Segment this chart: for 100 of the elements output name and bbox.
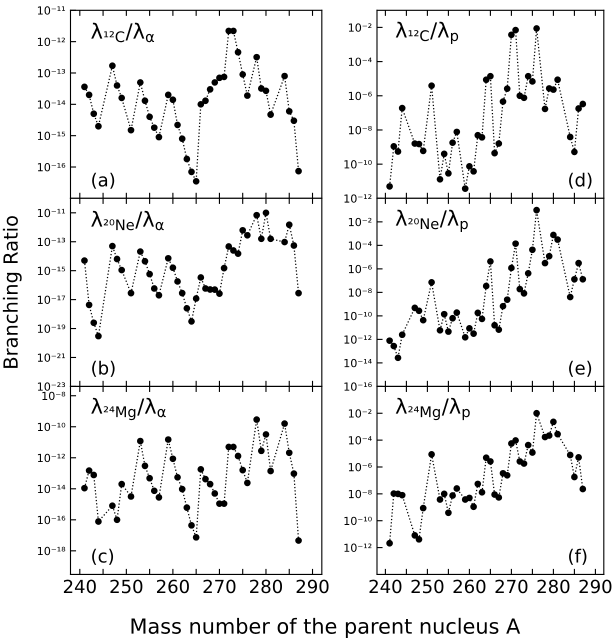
point [453, 128, 460, 136]
x-tick-label: 250 [110, 580, 142, 594]
point [206, 86, 214, 93]
x-tick-label: 280 [250, 580, 282, 594]
point [508, 440, 515, 447]
point [416, 307, 422, 314]
point [281, 420, 288, 427]
point [220, 500, 228, 507]
point [216, 290, 223, 297]
y-tick-label: 10⁻⁸ [348, 126, 372, 134]
point [575, 260, 582, 266]
point [579, 276, 586, 283]
point [197, 274, 204, 281]
point [188, 522, 195, 529]
y-tick-label: 10⁻¹⁸ [38, 546, 66, 556]
point [386, 540, 393, 547]
point [445, 170, 452, 177]
point [192, 178, 200, 185]
y-tick-label: 10⁻⁴ [348, 58, 372, 66]
point [258, 235, 265, 242]
point [174, 122, 181, 128]
text: λ$_{²⁴Mg}$/λ$_{p}$ [396, 398, 470, 420]
point [470, 168, 477, 175]
x-axis-title: Mass number of the parent nucleus A [132, 618, 520, 638]
point [542, 106, 548, 112]
point [449, 492, 456, 499]
y-tick-label: 10⁻¹² [344, 194, 372, 203]
point [244, 480, 251, 486]
point [504, 85, 511, 92]
point [156, 494, 162, 501]
point [516, 286, 524, 292]
point [174, 278, 181, 285]
point [550, 86, 557, 93]
text: λ$_{²⁴Mg}$/λ$_{α}$ [91, 398, 166, 420]
point [478, 316, 486, 322]
annotation: (f) [569, 548, 586, 565]
point [281, 72, 288, 80]
point [500, 98, 506, 105]
point [192, 295, 200, 302]
y-tick-label: 10⁻¹⁶ [344, 382, 372, 391]
x-tick-label: 270 [204, 580, 236, 594]
y-tick-label: 10⁻⁸ [348, 490, 372, 498]
point [524, 442, 532, 448]
point [188, 318, 195, 325]
point [529, 246, 536, 254]
point [170, 264, 176, 272]
point [178, 486, 186, 492]
y-tick-label: 10⁻¹³ [38, 238, 66, 246]
point [109, 62, 116, 70]
point [386, 337, 393, 344]
point [286, 108, 293, 115]
point [571, 276, 578, 283]
point [504, 296, 511, 303]
point [220, 264, 228, 272]
point [508, 264, 515, 272]
point [390, 342, 398, 350]
point [520, 94, 528, 102]
y-tick-label: 10⁻² [348, 23, 372, 32]
point [411, 304, 418, 312]
point [95, 122, 102, 130]
point [546, 432, 553, 439]
point [495, 326, 502, 334]
point [184, 304, 190, 312]
point [90, 110, 98, 118]
point [482, 282, 490, 290]
point [197, 466, 204, 473]
annotation: (a) [92, 172, 114, 189]
point [156, 292, 162, 299]
point [398, 331, 406, 338]
point [178, 135, 186, 142]
point [449, 314, 456, 322]
point [398, 492, 406, 498]
point [529, 78, 536, 85]
y-tick-label: 10⁻¹⁰ [344, 160, 372, 169]
point [466, 325, 473, 332]
text: λ$_{²⁰Ne}$/λ$_{p}$ [396, 210, 468, 232]
point [416, 140, 422, 148]
point [554, 430, 561, 438]
point [290, 117, 298, 124]
point [445, 328, 452, 335]
point [550, 232, 557, 238]
y-tick-label: 10⁻¹⁴ [344, 358, 372, 368]
y-tick-label: 10⁻¹⁴ [38, 484, 66, 494]
point [445, 509, 452, 516]
point [86, 302, 92, 308]
point [520, 460, 528, 467]
point [436, 176, 444, 183]
point [128, 126, 134, 134]
point [202, 476, 209, 482]
y-tick-label: 10⁻¹⁰ [38, 422, 66, 432]
point [470, 330, 477, 337]
point [128, 493, 134, 500]
point [184, 504, 190, 511]
point [420, 316, 427, 324]
point [295, 290, 302, 296]
point [253, 212, 260, 218]
point [86, 467, 92, 474]
point [136, 79, 144, 86]
point [184, 156, 190, 162]
point [290, 242, 298, 249]
